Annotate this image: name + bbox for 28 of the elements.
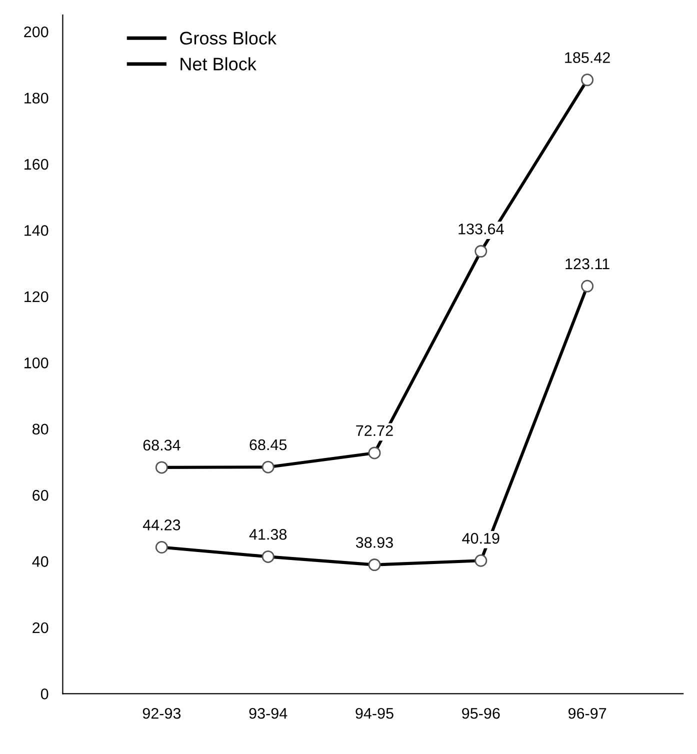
data-label: 41.38 — [249, 528, 287, 540]
y-tick-label: 80 — [32, 424, 48, 435]
y-tick-label: 160 — [24, 158, 48, 170]
y-tick-label: 0 — [40, 688, 48, 700]
y-tick-label: 140 — [24, 225, 48, 236]
y-tick-label: 120 — [24, 291, 48, 302]
x-tick-label: 96-97 — [568, 708, 606, 719]
x-tick-label: 94-95 — [356, 708, 394, 719]
x-tick-label: 93-94 — [249, 708, 288, 719]
y-tick-label: 60 — [32, 490, 48, 501]
y-tick-label: 100 — [24, 358, 48, 368]
y-tick-label: 200 — [24, 26, 48, 38]
data-label: 123.11 — [566, 258, 610, 270]
data-label: 72.72 — [356, 425, 393, 436]
y-tick-label: 20 — [32, 622, 48, 634]
data-label: 133.64 — [458, 224, 504, 234]
legend-label: Net Block — [180, 57, 256, 70]
data-label: 185.42 — [565, 52, 610, 63]
x-tick-label: 92-93 — [142, 708, 181, 719]
y-tick-label: 40 — [32, 556, 48, 567]
x-tick-label: 95-96 — [462, 708, 500, 719]
y-tick-label: 180 — [24, 92, 48, 104]
data-label: 38.93 — [356, 537, 393, 548]
data-label: 40.19 — [462, 532, 500, 544]
data-label: 68.34 — [143, 440, 180, 451]
data-label: 44.23 — [142, 520, 180, 530]
data-label: 68.45 — [250, 439, 287, 450]
legend-label: Gross Block — [180, 31, 277, 45]
